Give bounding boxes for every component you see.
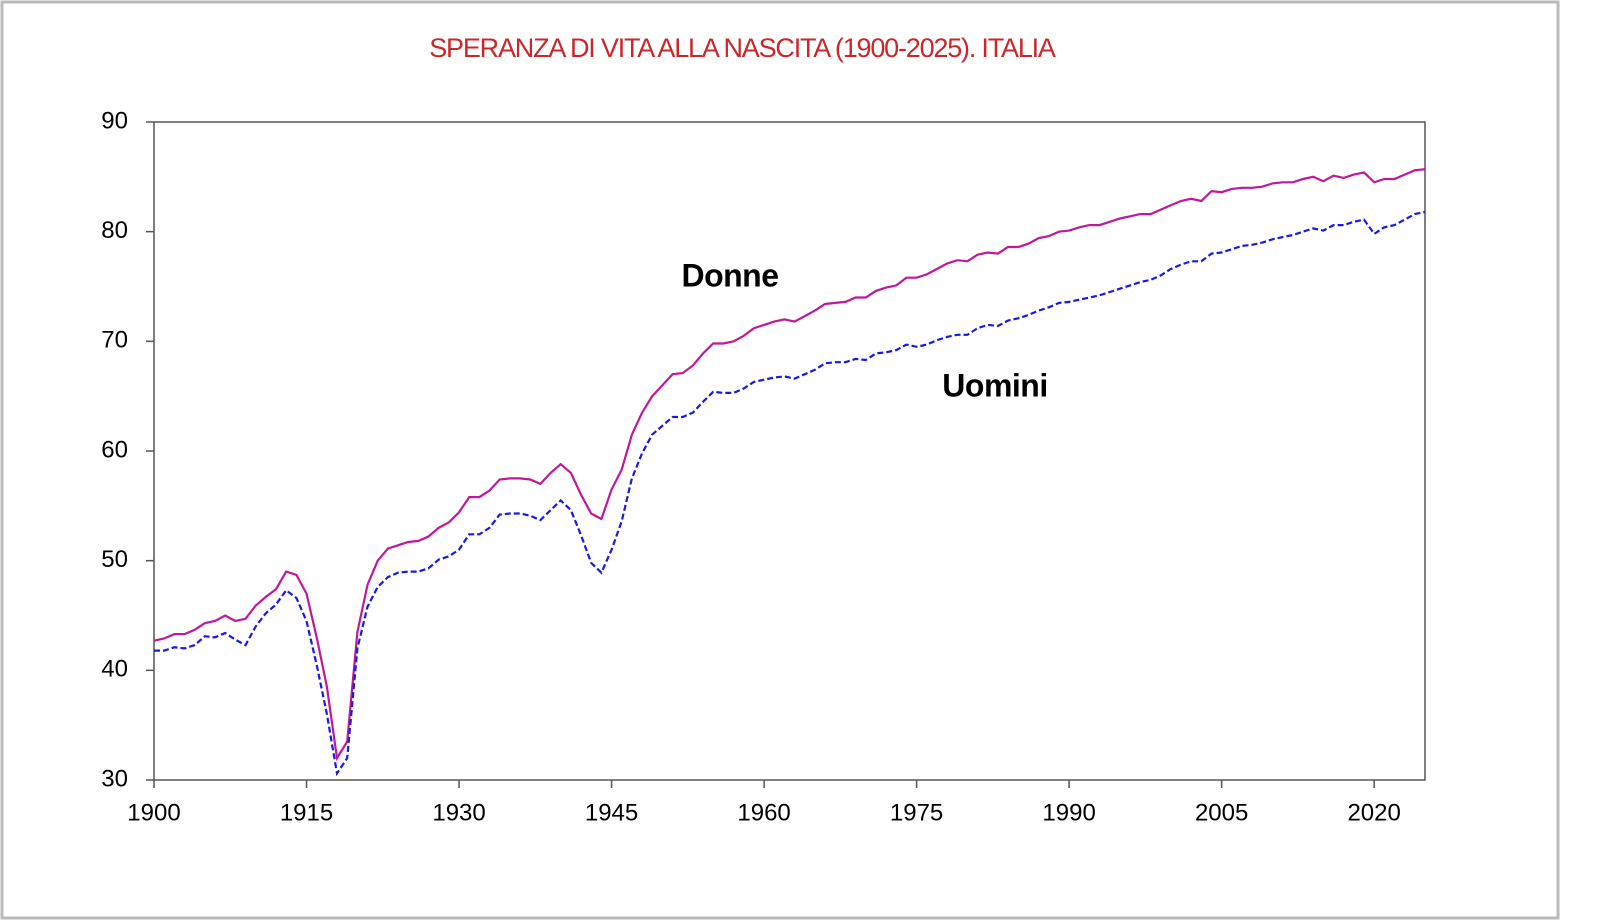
y-tick-label: 40 [101,656,128,683]
series-line [153,168,1426,762]
y-tick-label: 60 [101,436,128,463]
x-tick-label: 1900 [127,799,180,826]
y-tick-label: 30 [101,765,128,792]
y-tick-label: 50 [101,546,128,573]
x-tick-label: 1960 [737,799,790,826]
series-label: Uomini [942,367,1047,403]
x-tick-label: 2020 [1347,799,1400,826]
y-tick-label: 70 [101,327,128,354]
chart-title: SPERANZA DI VITA ALLA NASCITA (1900-2025… [429,33,1056,63]
series-line [154,210,1426,777]
x-tick-label: 1990 [1042,799,1095,826]
x-tick-label: 2005 [1195,799,1248,826]
x-tick-label: 1975 [890,799,943,826]
frame [0,0,1560,920]
series-label: Donne [681,257,778,293]
x-tick-label: 1945 [585,799,638,826]
y-tick-label: 90 [101,107,128,134]
x-tick-label: 1930 [432,799,485,826]
x-tick-label: 1915 [280,799,333,826]
y-tick-label: 80 [101,217,128,244]
